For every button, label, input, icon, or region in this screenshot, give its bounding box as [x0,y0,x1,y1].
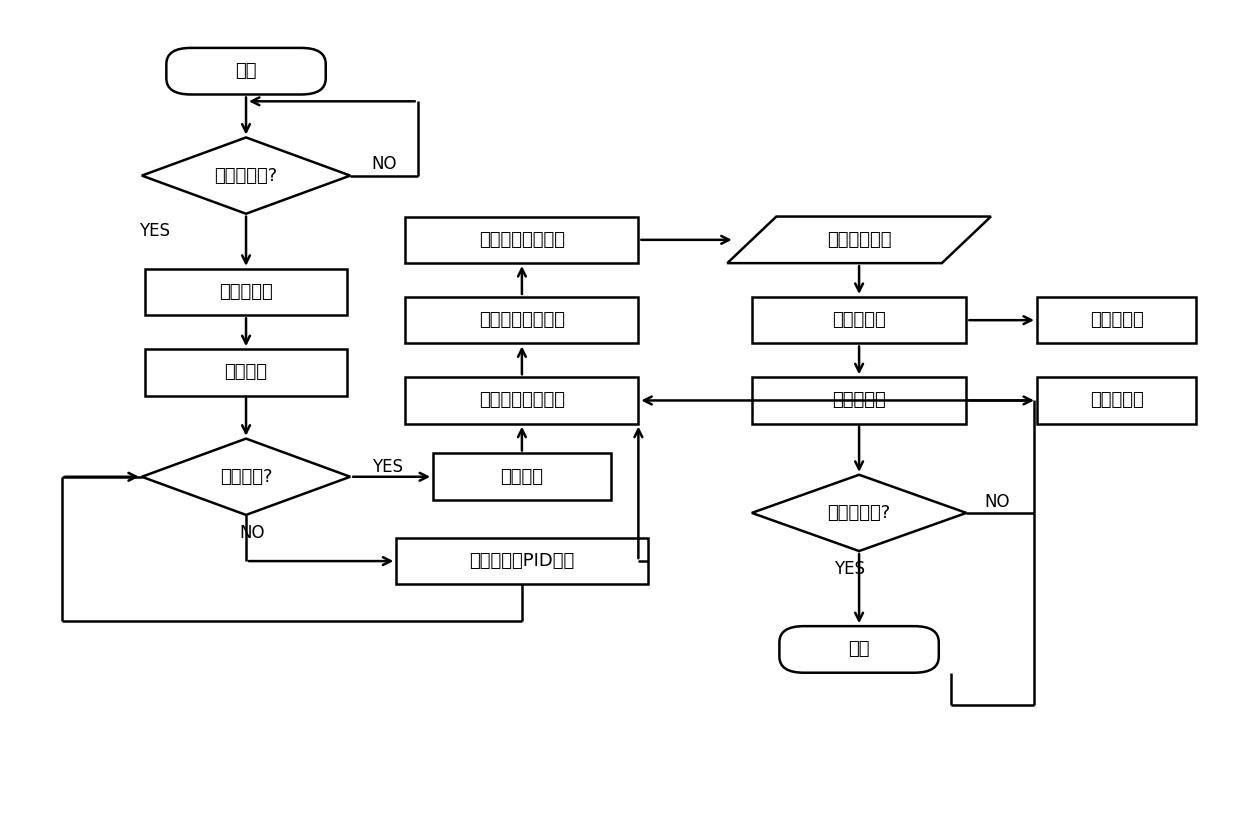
Text: YES: YES [833,560,864,578]
Polygon shape [728,217,991,263]
Text: 电流值显示: 电流值显示 [1090,311,1143,329]
Text: 具体电压数据: 具体电压数据 [827,231,892,249]
Text: NO: NO [985,493,1009,511]
Text: YES: YES [139,222,170,240]
Text: 结束: 结束 [848,641,869,659]
Text: 按开始按钮?: 按开始按钮? [215,167,278,185]
Text: 基准电压数值分解: 基准电压数值分解 [479,391,565,409]
Bar [405,297,639,343]
Bar [751,377,966,424]
Text: 自动寻找: 自动寻找 [501,468,543,486]
Bar [751,297,966,343]
Bar [145,349,347,395]
Bar [405,217,639,263]
Text: NO: NO [372,155,397,173]
Text: YES: YES [372,458,403,476]
Text: 电阻率显示: 电阻率显示 [1090,391,1143,409]
Text: 基准电压数值输出: 基准电压数值输出 [479,311,565,329]
Text: 换向处理: 换向处理 [224,364,268,382]
Polygon shape [751,475,966,551]
FancyBboxPatch shape [780,626,939,672]
Text: 离散增量式PID算法: 离散增量式PID算法 [469,552,574,570]
Text: 自动测量?: 自动测量? [219,468,273,486]
Text: NO: NO [239,524,265,542]
Bar [1037,377,1197,424]
Text: 电阻率计算: 电阻率计算 [832,391,885,409]
Bar [145,269,347,315]
FancyBboxPatch shape [166,48,326,95]
Bar [405,377,639,424]
Bar [433,453,611,500]
Bar [1037,297,1197,343]
Text: 电压采集指令输出: 电压采集指令输出 [479,231,565,249]
Text: 系统初始化: 系统初始化 [219,283,273,301]
Text: 电流值计算: 电流值计算 [832,311,885,329]
Bar [397,538,647,584]
Polygon shape [141,137,350,214]
Text: 按退出按钮?: 按退出按钮? [827,504,890,522]
Polygon shape [141,439,350,515]
Text: 开始: 开始 [236,62,257,80]
